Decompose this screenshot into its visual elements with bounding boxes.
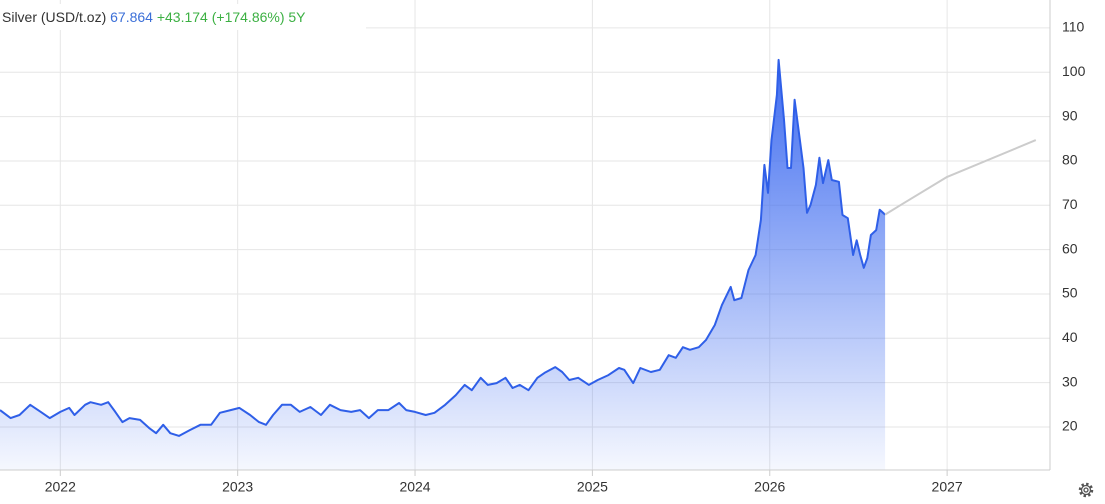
x-tick-label: 2022 bbox=[45, 479, 76, 495]
x-tick-label: 2024 bbox=[399, 479, 430, 495]
price-line bbox=[0, 58, 886, 437]
settings-icon[interactable] bbox=[1078, 482, 1094, 498]
x-tick-label: 2027 bbox=[932, 479, 963, 495]
x-tick-label: 2023 bbox=[222, 479, 253, 495]
chart-title: Silver (USD/t.oz) 67.864 +43.174 (+174.8… bbox=[2, 9, 306, 25]
title: Silver (USD/t.oz) bbox=[2, 9, 106, 25]
y-tick-label: 90 bbox=[1062, 107, 1078, 123]
forecast-line bbox=[884, 139, 1037, 216]
title-background bbox=[0, 4, 366, 30]
axes: 20 30 40 50 60 70 80 90 100 110 2022 2023 2024 2025 20… bbox=[0, 0, 1086, 495]
period: 5Y bbox=[288, 9, 306, 25]
y-tick-label: 30 bbox=[1062, 373, 1078, 389]
x-tick-label: 2025 bbox=[577, 479, 608, 495]
gear-hole bbox=[1083, 487, 1089, 493]
y-tick-label: 110 bbox=[1062, 19, 1085, 35]
y-tick-label: 70 bbox=[1062, 196, 1078, 212]
y-tick-label: 40 bbox=[1062, 329, 1078, 345]
x-tick-label: 2026 bbox=[754, 479, 785, 495]
y-tick-label: 100 bbox=[1062, 63, 1086, 79]
plot bbox=[0, 58, 1037, 471]
y-tick-label: 60 bbox=[1062, 240, 1078, 256]
y-tick-label: 80 bbox=[1062, 152, 1078, 168]
gear-body bbox=[1080, 484, 1092, 496]
gear-teeth bbox=[1078, 482, 1094, 498]
price: 67.864 bbox=[110, 9, 153, 25]
y-tick-label: 50 bbox=[1062, 285, 1078, 301]
change: +43.174 (+174.86%) bbox=[157, 9, 285, 25]
y-tick-label: 20 bbox=[1062, 418, 1078, 434]
area bbox=[0, 59, 886, 471]
